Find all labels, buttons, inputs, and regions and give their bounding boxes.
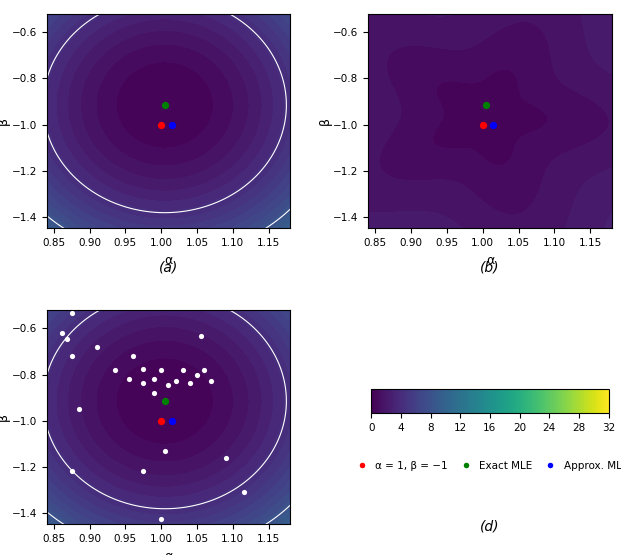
Point [74,405,84,413]
Point [160,446,170,455]
Point [178,366,188,375]
Point [149,388,159,397]
Point [206,377,216,386]
Point [481,100,491,109]
X-axis label: α: α [164,550,173,555]
Point [124,375,134,384]
Point [489,120,499,129]
Point [138,378,148,387]
Text: (b): (b) [480,260,500,274]
Point [61,334,71,343]
Point [238,488,248,497]
Point [192,370,202,379]
Point [171,377,181,386]
Point [167,416,177,425]
Point [66,309,76,318]
Point [156,514,166,523]
Point [185,378,195,387]
Y-axis label: β: β [0,117,10,125]
Point [149,375,159,384]
Y-axis label: β: β [0,413,10,421]
Point [66,467,76,476]
Point [156,416,166,425]
Point [196,332,206,341]
Point [92,342,102,351]
Point [127,352,137,361]
Point [156,120,166,129]
X-axis label: α: α [164,254,173,267]
Y-axis label: β: β [319,117,332,125]
Point [167,120,177,129]
Legend: α = 1, β = −1, Exact MLE, Approx. MLE: α = 1, β = −1, Exact MLE, Approx. MLE [347,457,621,475]
Point [138,364,148,373]
Point [138,467,148,476]
Point [66,352,76,361]
Point [110,366,120,375]
Point [160,397,170,406]
Text: (d): (d) [480,519,500,533]
X-axis label: α: α [486,254,494,267]
Point [220,453,230,462]
Point [57,329,67,337]
Point [478,120,487,129]
Point [199,366,209,375]
Point [163,381,173,390]
Point [160,100,170,109]
Text: (a): (a) [159,260,178,274]
Point [156,366,166,375]
